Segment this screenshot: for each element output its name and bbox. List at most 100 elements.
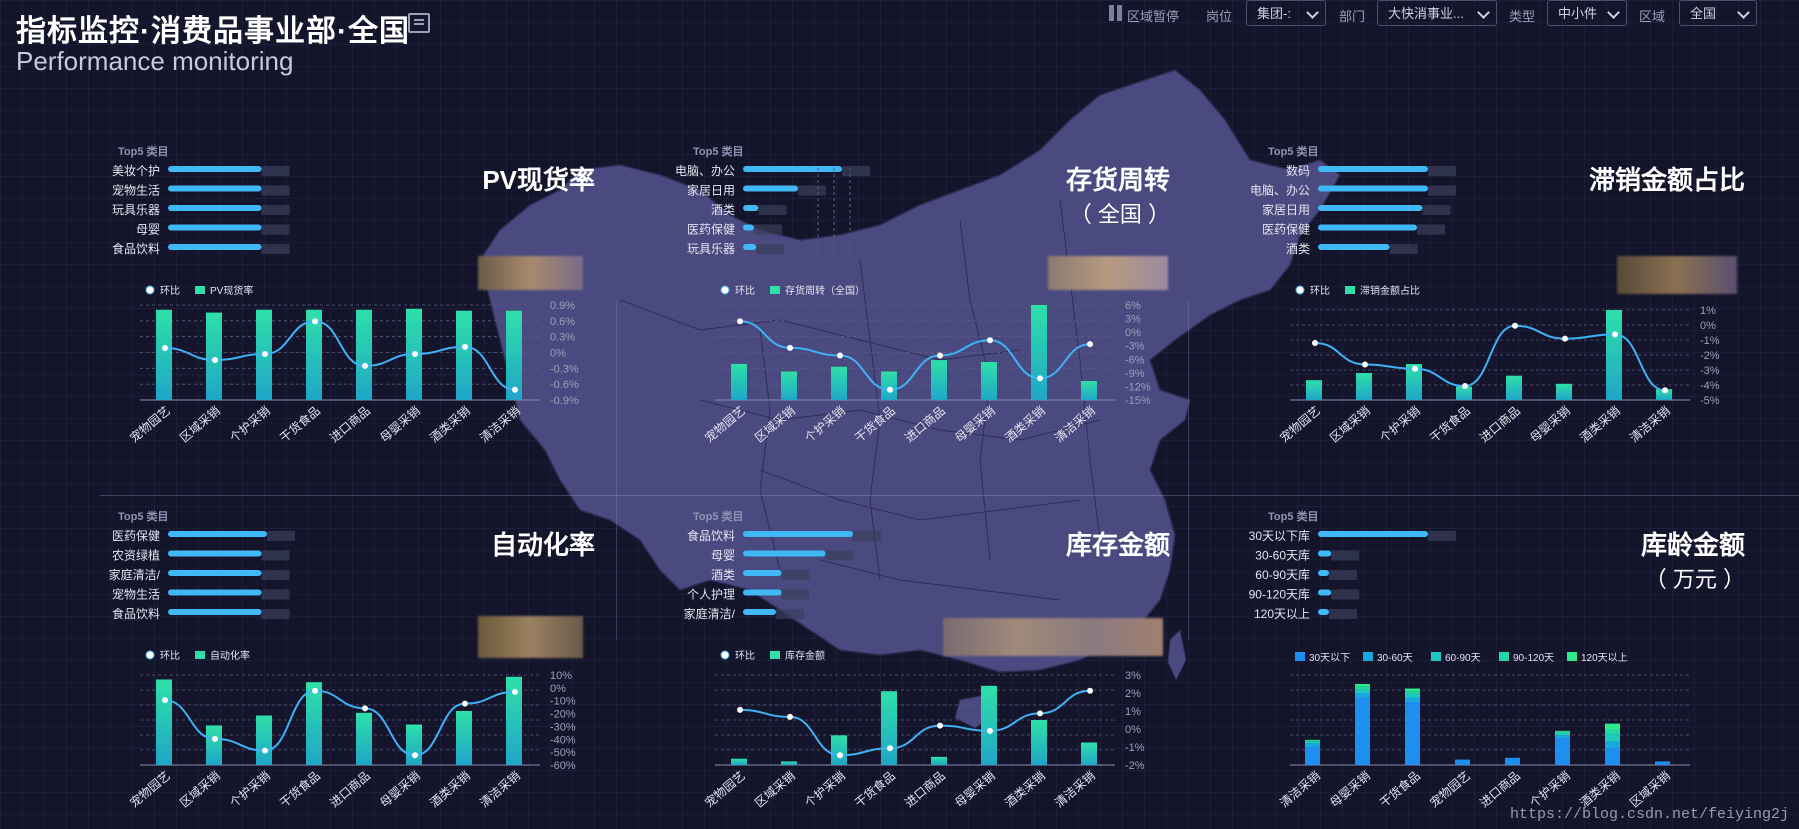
top5-item-label: 医药保健 (687, 223, 735, 237)
dept-select[interactable]: 大快消事业... (1377, 0, 1497, 26)
line-point (1362, 361, 1368, 368)
top5-bar (168, 609, 262, 615)
line-point (1562, 335, 1568, 342)
bar (156, 309, 172, 400)
y-tick-label: -30% (550, 721, 576, 733)
bar (1456, 386, 1472, 400)
stacked-bar-segment (1355, 693, 1370, 698)
bar (1031, 720, 1047, 765)
stacked-bar-segment (1605, 741, 1620, 749)
line-point (462, 700, 468, 707)
x-tick-label: 母婴采销 (952, 769, 998, 811)
y-tick-label: 1% (1700, 305, 1716, 317)
x-tick-label: 区域采销 (752, 769, 798, 811)
redacted-value (261, 185, 290, 196)
stacked-bar-segment (1405, 691, 1420, 694)
legend-line-marker (145, 285, 155, 295)
bar (931, 360, 947, 400)
region-select[interactable]: 全国 (1679, 0, 1757, 26)
y-tick-label: 0% (1125, 327, 1141, 339)
legend-bar-label: 自动化率 (210, 649, 250, 662)
line-point (1462, 382, 1468, 389)
top5-bar (168, 166, 262, 172)
x-tick-label: 进口商品 (327, 403, 373, 445)
type-select[interactable]: 中小件 (1547, 0, 1627, 26)
y-tick-label: 2% (1125, 688, 1141, 700)
top5-item-label: 30天以下库 (1249, 528, 1310, 543)
redacted-value (1329, 609, 1357, 619)
y-tick-label: -10% (550, 696, 576, 708)
top5-bar (743, 185, 798, 192)
top5-bar (168, 244, 262, 250)
y-tick-label: -9% (1125, 368, 1145, 380)
line-point (1037, 375, 1043, 382)
bar (1606, 310, 1622, 400)
top5-item-label: 家庭清洁/ (109, 567, 161, 582)
redacted-value (754, 224, 782, 235)
line-point (512, 688, 518, 695)
top5-item-label: 30-60天库 (1255, 548, 1310, 563)
post-select[interactable]: 集团-: (1246, 0, 1326, 26)
line-point (462, 343, 468, 350)
y-tick-label: 0% (550, 683, 566, 695)
top5-label: Top5 类目 (118, 509, 169, 523)
x-tick-label: 干货食品 (277, 768, 323, 810)
line-point (512, 386, 518, 393)
x-tick-label: 母婴采销 (377, 404, 423, 446)
x-tick-label: 酒类采销 (427, 404, 473, 446)
pause-region-label[interactable]: 区域暂停 (1127, 9, 1180, 24)
legend-age-label: 30天以下 (1309, 653, 1350, 664)
y-tick-label: 0.3% (550, 332, 575, 344)
top5-label: Top5 类目 (1268, 509, 1319, 523)
stacked-bar-segment (1605, 723, 1620, 729)
x-tick-label: 酒类采销 (1577, 404, 1623, 446)
bar (506, 676, 522, 765)
stacked-bar-segment (1405, 702, 1420, 765)
x-tick-label: 干货食品 (852, 768, 898, 810)
top5-item-label: 家居日用 (687, 183, 735, 198)
x-tick-label: 清洁采销 (1052, 769, 1098, 811)
redacted-value (842, 166, 870, 176)
top5-label: Top5 类目 (118, 144, 169, 158)
top5-item-label: 玩具乐器 (112, 203, 160, 217)
y-tick-label: -5% (1700, 395, 1720, 407)
top5-bar (743, 205, 759, 211)
x-tick-label: 宠物园艺 (702, 768, 748, 810)
line-point (212, 735, 218, 742)
top5-item-label: 个人护理 (687, 588, 735, 602)
y-tick-label: -1% (1700, 335, 1720, 347)
line-point (1662, 387, 1668, 394)
panel-divider-vertical-2 (1188, 300, 1189, 640)
bar (781, 371, 797, 400)
stacked-bar-segment (1505, 757, 1520, 765)
panel-title-stock-age: 库龄金额（ 万元 ） (1640, 530, 1745, 592)
stacked-bar-segment (1455, 759, 1470, 765)
line-point (1612, 331, 1618, 338)
stacked-bar-segment (1355, 686, 1370, 690)
redacted-value (1331, 550, 1360, 561)
line-point (312, 687, 318, 694)
stacked-bar-segment (1605, 729, 1620, 735)
y-tick-label: 0% (1700, 320, 1716, 332)
y-tick-label: 6% (1125, 300, 1141, 312)
bar (731, 363, 747, 400)
top5-label: Top5 类目 (693, 509, 744, 523)
x-tick-label: 母婴采销 (1527, 404, 1573, 446)
top5-label: Top5 类目 (1268, 144, 1319, 158)
redacted-value (825, 550, 854, 561)
china-map-shape (479, 69, 1341, 673)
line-point (1037, 710, 1043, 717)
legend-bar-label: 库存金额 (785, 649, 825, 662)
y-tick-label: -0.6% (550, 379, 579, 391)
report-icon[interactable] (408, 13, 430, 33)
legend-bar-marker (195, 286, 205, 294)
bar (881, 371, 897, 400)
top5-bar (743, 570, 782, 576)
line-point (987, 727, 993, 734)
bar (206, 312, 222, 400)
line-point (262, 747, 268, 754)
line-point (837, 752, 843, 759)
redacted-value (781, 570, 810, 580)
pause-icon[interactable] (1109, 5, 1123, 21)
y-tick-label: -12% (1125, 381, 1151, 393)
